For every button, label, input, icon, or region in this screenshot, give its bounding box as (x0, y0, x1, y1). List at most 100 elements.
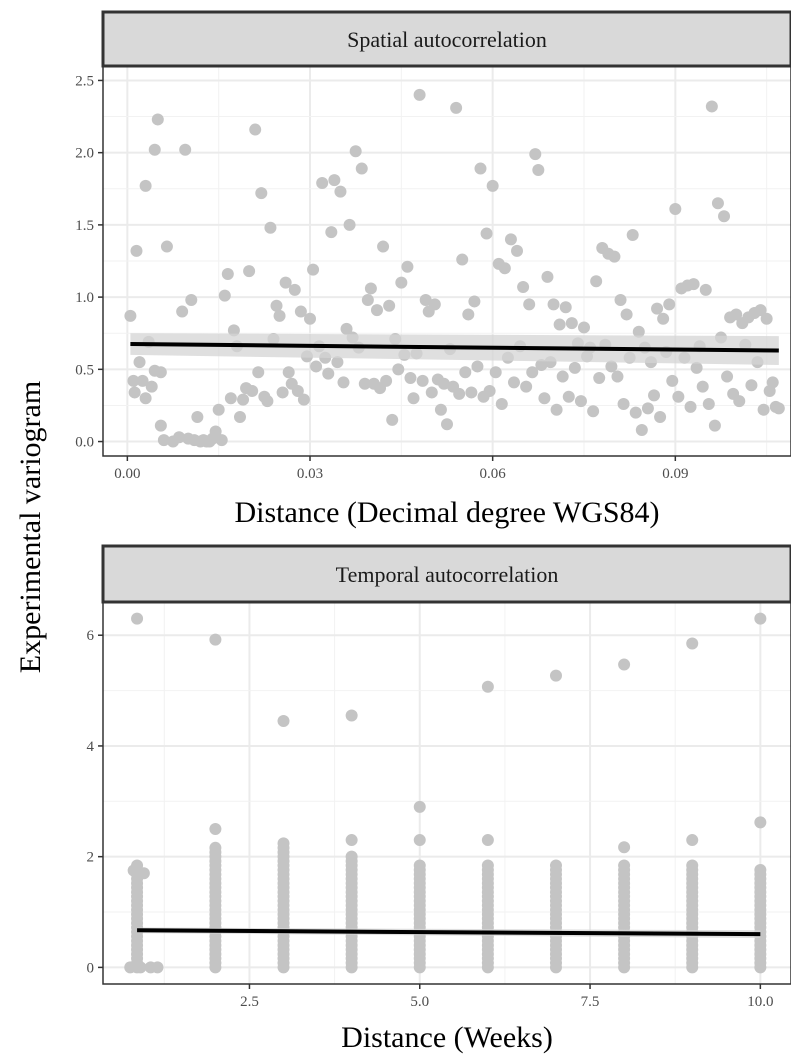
data-point (629, 406, 642, 419)
data-point (361, 294, 374, 306)
data-point (620, 308, 633, 321)
data-point (316, 177, 329, 189)
data-point (538, 392, 551, 405)
data-point (437, 377, 450, 390)
y-tick-label: 0 (87, 960, 95, 976)
data-point (535, 359, 548, 371)
data-point (471, 360, 484, 373)
data-point (568, 361, 581, 374)
data-point (459, 366, 472, 379)
data-point (686, 834, 699, 847)
data-point (276, 386, 289, 399)
data-point (386, 413, 399, 426)
data-point (465, 386, 478, 399)
data-point (754, 863, 767, 876)
data-point (383, 299, 396, 312)
data-point (696, 380, 709, 393)
data-point (721, 370, 734, 383)
data-point (337, 376, 350, 389)
data-point (137, 867, 150, 880)
data-point (702, 398, 715, 410)
data-point (209, 425, 222, 438)
data-point (124, 309, 137, 322)
x-tick-label: 7.5 (581, 994, 600, 1010)
data-point (481, 834, 494, 847)
data-point (562, 390, 575, 403)
data-point (227, 324, 240, 337)
data-point (413, 834, 426, 847)
data-point (718, 210, 731, 223)
data-point (151, 961, 164, 974)
data-point (517, 281, 530, 293)
data-point (489, 366, 502, 379)
data-point (233, 411, 246, 423)
data-point (626, 229, 639, 241)
temporal-panel: Temporal autocorrelation 0 2 4 6 2.5 5.0 7.5 10.… (87, 544, 791, 1054)
axis-ticks: 0 2 4 6 2.5 5.0 7.5 10.0 (87, 628, 774, 1010)
data-point (733, 395, 746, 408)
data-point (131, 612, 144, 625)
data-point (495, 398, 508, 410)
x-tick-label: 0.03 (297, 466, 323, 482)
data-point (380, 374, 393, 387)
data-point (549, 859, 562, 872)
y-tick-label: 0.5 (75, 362, 94, 378)
data-point (657, 312, 670, 325)
data-point (173, 431, 186, 444)
data-point (288, 283, 301, 296)
data-point (654, 411, 667, 423)
y-tick-label: 6 (87, 628, 95, 644)
data-point (261, 395, 274, 408)
data-point (148, 143, 161, 156)
data-point (392, 363, 405, 376)
data-point (523, 298, 536, 311)
data-point (130, 244, 143, 257)
x-tick-label: 0.00 (114, 466, 140, 482)
data-point (264, 221, 277, 234)
data-point (686, 637, 699, 650)
data-point (322, 367, 335, 380)
data-point (480, 227, 493, 240)
data-point (139, 179, 152, 192)
data-point (209, 822, 222, 835)
data-point (128, 386, 141, 399)
data-point (428, 298, 441, 311)
data-point (529, 148, 542, 161)
data-point (618, 658, 631, 671)
data-point (212, 403, 225, 416)
y-tick-label: 2.0 (75, 146, 94, 162)
data-point (358, 377, 371, 390)
data-point (277, 837, 290, 850)
data-point (605, 360, 618, 373)
data-point (541, 270, 554, 283)
data-point (401, 260, 414, 273)
data-point (404, 372, 417, 384)
y-tick-label: 1.0 (75, 290, 94, 306)
facet-title: Spatial autocorrelation (347, 27, 547, 52)
data-point (754, 816, 767, 829)
data-point (666, 374, 679, 387)
data-point (136, 374, 149, 387)
data-point (310, 360, 323, 373)
data-point (468, 295, 481, 308)
data-point (133, 356, 146, 369)
data-point (355, 162, 368, 175)
data-point (453, 387, 466, 400)
data-point (556, 370, 569, 383)
data-point (577, 321, 590, 334)
data-point (559, 301, 572, 314)
facet-title: Temporal autocorrelation (336, 562, 559, 587)
data-point (377, 240, 390, 253)
data-point (711, 197, 724, 210)
data-point (593, 372, 606, 384)
data-point (154, 366, 167, 379)
data-point (686, 859, 699, 872)
data-point (632, 325, 645, 338)
data-point (481, 680, 494, 693)
data-point (345, 850, 358, 863)
data-point (565, 317, 578, 330)
y-axis-title: Experimental variogram (14, 381, 47, 673)
data-point (690, 361, 703, 374)
data-point (127, 374, 140, 387)
